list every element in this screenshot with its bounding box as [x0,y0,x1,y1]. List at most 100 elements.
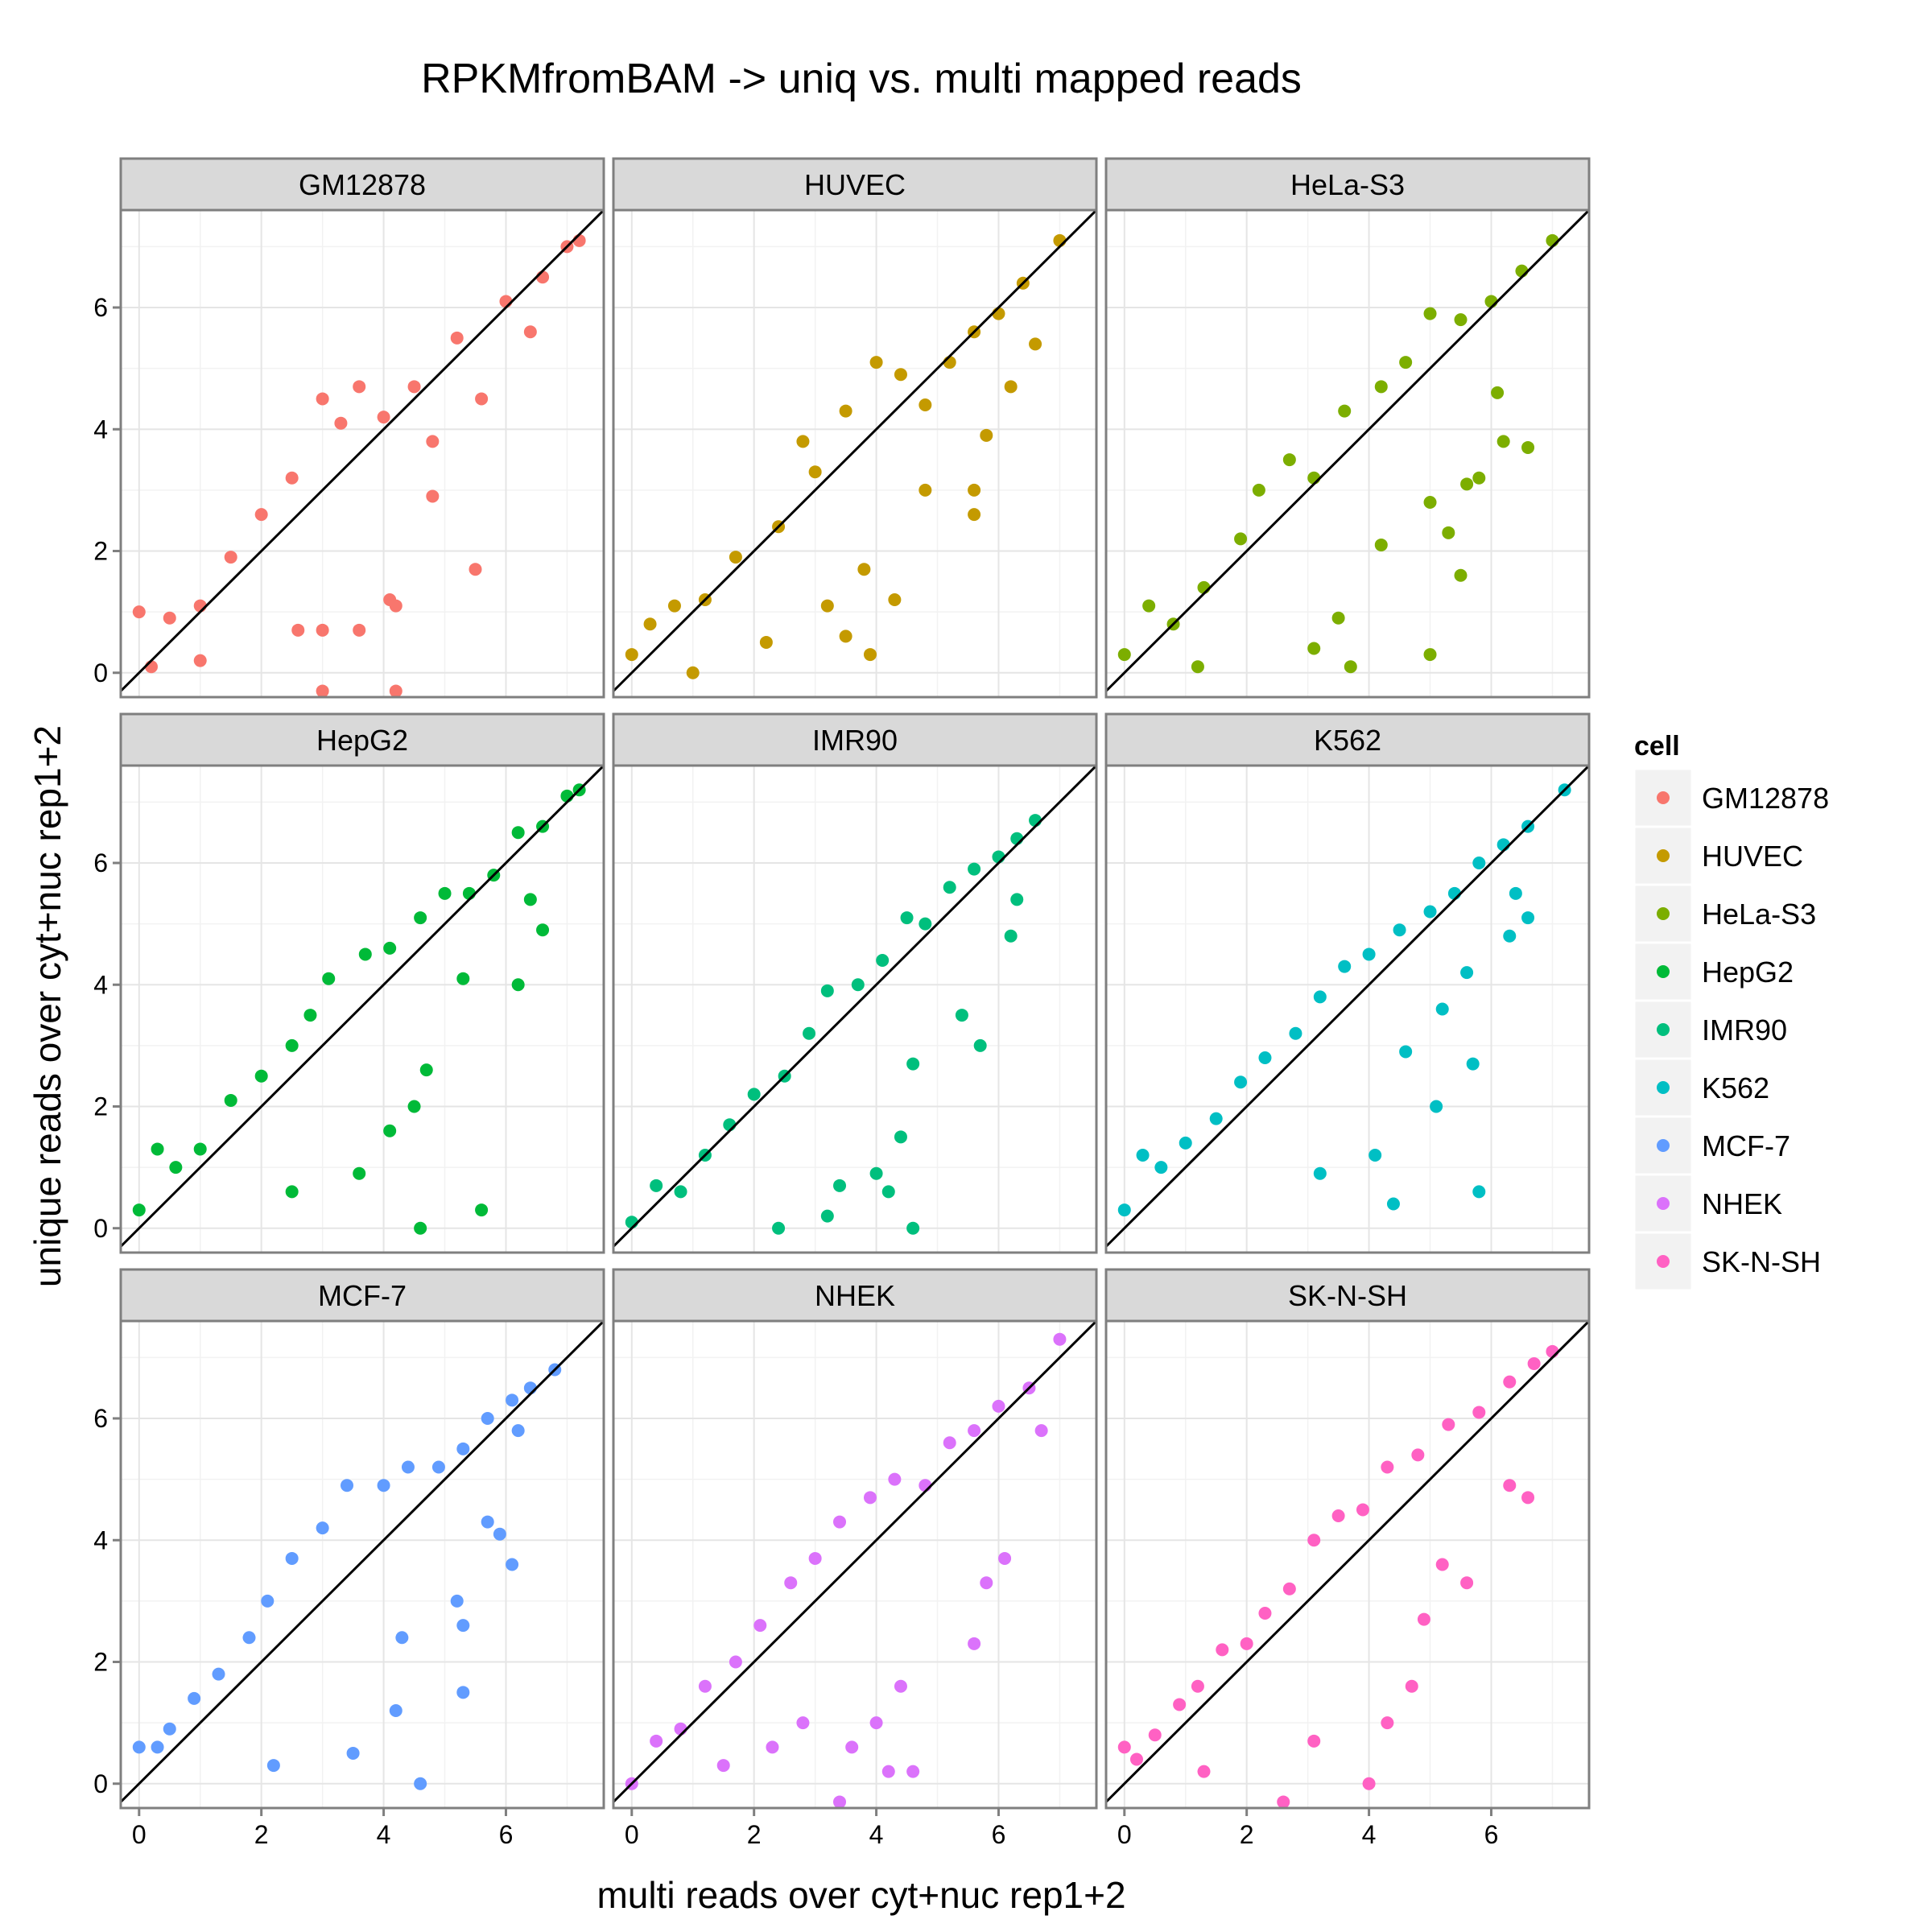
data-point [506,1558,519,1571]
data-point [753,1619,767,1633]
data-point [1472,1185,1486,1199]
data-point [851,978,865,992]
panel-hepg2: HepG2 0 2 4 6 [93,712,605,1254]
y-tick-label: 0 [93,658,108,687]
data-point [906,1057,920,1071]
data-point [1313,990,1327,1004]
data-point [906,1765,920,1778]
data-point [759,635,773,649]
data-point [1386,1197,1400,1211]
data-point [888,1472,902,1486]
y-axis-title: unique reads over cyt+nuc rep1+2 [27,725,68,1287]
data-point [426,435,440,448]
panel-plot-area [121,1321,604,1803]
y-tick-label: 0 [93,1769,108,1798]
data-point [845,1740,859,1754]
data-point [383,1124,397,1137]
data-point [869,1716,883,1730]
data-point [419,1063,433,1077]
data-point [820,599,834,613]
data-point [285,1185,299,1199]
data-point [1191,660,1204,674]
facet-strip-label: SK-N-SH [1288,1279,1407,1312]
data-point [1010,893,1024,906]
data-point [291,623,305,637]
data-point [881,1185,895,1199]
facet-strip [119,157,605,212]
data-point [1307,642,1321,655]
legend-item-imr90: IMR90 [1633,999,1787,1060]
data-point [193,1142,207,1156]
data-point [820,1209,834,1223]
reference-line [1106,766,1589,1248]
x-axis-title: multi reads over cyt+nuc rep1+2 [597,1874,1125,1916]
facet-strip-label: NHEK [815,1279,895,1312]
legend-label: HepG2 [1702,956,1794,989]
data-point [876,954,890,967]
data-point [266,1759,280,1773]
data-point [968,1424,981,1438]
panel-sk-n-sh: SK-N-SH 0 2 4 6 [1104,1268,1591,1849]
data-point [1374,380,1388,394]
legend-item-hela-s3: HeLa-S3 [1633,883,1816,944]
reference-line [121,210,604,692]
data-point [1423,648,1437,662]
x-tick-label: 0 [132,1820,147,1849]
data-point [1460,477,1474,491]
reference-line [121,766,604,1248]
data-point [1197,1765,1211,1778]
data-point [1411,1448,1425,1462]
x-tick-label: 6 [499,1820,514,1849]
data-point [1521,911,1535,925]
data-point [900,911,914,925]
data-point [784,1576,798,1590]
data-point [1472,857,1486,869]
data-point [389,1704,402,1717]
facet-strip-label: MCF-7 [318,1279,407,1312]
data-point [414,911,427,925]
panel-border [119,1319,605,1810]
data-point [261,1594,275,1608]
data-point [1521,1491,1535,1505]
data-point [686,666,700,679]
legend-marker [1657,1255,1670,1268]
data-point [1307,1534,1321,1547]
data-point [254,1069,268,1083]
data-point [1179,1136,1192,1150]
data-point [389,599,402,613]
data-point [625,648,638,662]
data-point [493,1527,506,1541]
data-point [943,881,956,894]
data-point [407,380,421,394]
panel-plot-area [613,1321,1096,1808]
data-point [523,893,537,906]
data-point [285,471,299,485]
data-point [808,1551,822,1565]
data-point [729,1655,742,1669]
data-point [401,1460,415,1474]
data-point [481,1412,494,1425]
data-point [919,917,932,931]
legend-item-nhek: NHEK [1633,1173,1782,1234]
data-point [1454,568,1468,582]
legend-label: SK-N-SH [1702,1245,1821,1278]
facet-strip [1104,712,1591,767]
y-tick-label: 6 [93,293,108,322]
data-point [1399,1045,1413,1059]
data-point [667,599,681,613]
data-point [1173,1698,1187,1711]
y-tick-label: 0 [93,1214,108,1243]
data-point [1282,1582,1296,1596]
legend-label: GM12878 [1702,782,1829,815]
data-point [1117,1203,1131,1217]
data-point [1503,929,1517,943]
data-point [224,551,237,564]
data-point [1004,380,1018,394]
panel-nhek: NHEK 0 2 4 6 [612,1268,1098,1849]
panel-border [612,764,1098,1254]
legend-label: HUVEC [1702,840,1803,873]
chart-title: RPKMfromBAM -> uniq vs. multi mapped rea… [421,56,1302,102]
reference-line [613,1321,1096,1803]
data-point [1496,435,1510,448]
